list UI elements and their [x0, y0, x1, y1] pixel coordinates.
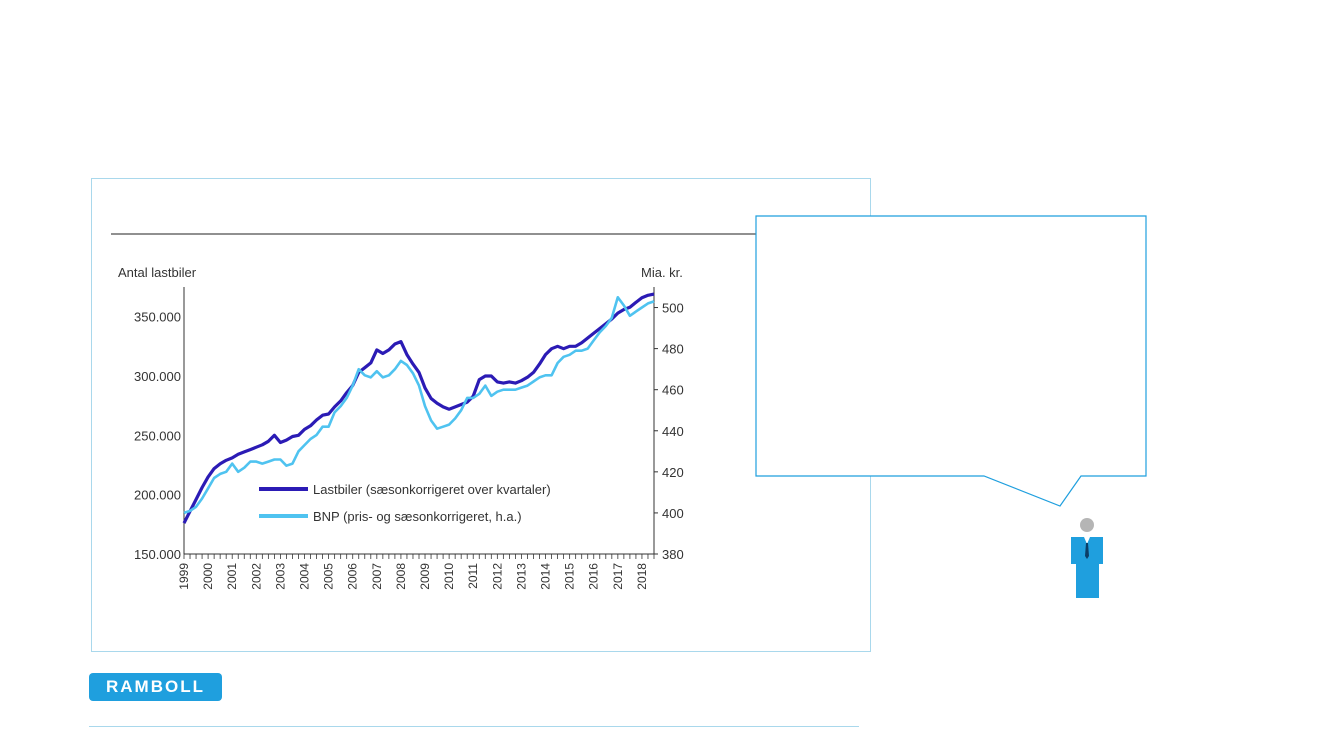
x-tick-label: 2009 — [418, 563, 432, 590]
footer-divider — [89, 726, 859, 727]
left-tick-label: 250.000 — [134, 428, 181, 443]
legend: Lastbiler (sæsonkorrigeret over kvartale… — [259, 482, 551, 524]
x-tick-label: 2017 — [611, 563, 625, 590]
x-tick-label: 2000 — [201, 563, 215, 590]
legend-label-lastbiler: Lastbiler (sæsonkorrigeret over kvartale… — [313, 482, 551, 497]
x-tick-label: 2015 — [563, 563, 577, 590]
x-tick-label: 2005 — [322, 563, 336, 590]
right-axis: 380 400 420 440 460 480 500 — [653, 287, 684, 562]
x-tick-label: 2016 — [587, 563, 601, 590]
right-tick-label: 460 — [662, 383, 684, 398]
x-tick-label: 2013 — [514, 563, 528, 590]
x-tick-label: 2011 — [466, 563, 480, 589]
series-line-bnp — [183, 296, 655, 515]
legend-label-bnp: BNP (pris- og sæsonkorrigeret, h.a.) — [313, 509, 522, 524]
left-tick-label: 350.000 — [134, 310, 181, 325]
x-tick-label: 2002 — [249, 563, 263, 590]
x-axis: 1999 2000 2001 2002 2003 2004 2005 2006 2007 2008… — [177, 553, 655, 590]
series-line-lastbiler — [182, 292, 655, 524]
x-tick-label: 2001 — [225, 563, 239, 590]
x-tick-label: 2006 — [346, 563, 360, 590]
right-tick-label: 480 — [662, 342, 684, 357]
left-axis-label: Antal lastbiler — [118, 265, 197, 280]
right-tick-label: 400 — [662, 506, 684, 521]
right-axis-label: Mia. kr. — [641, 265, 683, 280]
x-tick-label: 2014 — [539, 563, 553, 590]
speech-bubble — [755, 215, 1147, 507]
x-tick-label: 2004 — [298, 563, 312, 590]
x-tick-label: 2018 — [635, 563, 649, 590]
x-tick-label: 2003 — [273, 563, 287, 590]
right-tick-label: 440 — [662, 424, 684, 439]
left-tick-label: 150.000 — [134, 547, 181, 562]
speech-bubble-outline — [755, 215, 1147, 507]
x-tick-label: 1999 — [177, 563, 191, 590]
chart: Antal lastbiler Mia. kr. 150.000 200.000 2… — [111, 233, 757, 590]
ramboll-logo: RAMBOLL — [89, 673, 222, 701]
x-tick-label: 2008 — [394, 563, 408, 590]
series-lines — [182, 292, 655, 524]
x-tick-label: 2012 — [490, 563, 504, 590]
left-tick-label: 300.000 — [134, 369, 181, 384]
right-tick-label: 380 — [662, 547, 684, 562]
x-tick-label: 2010 — [442, 563, 456, 590]
x-tick-label: 2007 — [370, 563, 384, 590]
left-tick-label: 200.000 — [134, 488, 181, 503]
person-icon — [1071, 518, 1103, 598]
chart-frame: Antal lastbiler Mia. kr. 150.000 200.000 2… — [91, 178, 871, 652]
right-tick-label: 500 — [662, 301, 684, 316]
right-tick-label: 420 — [662, 465, 684, 480]
left-axis: 150.000 200.000 250.000 300.000 350.000 — [134, 287, 185, 562]
